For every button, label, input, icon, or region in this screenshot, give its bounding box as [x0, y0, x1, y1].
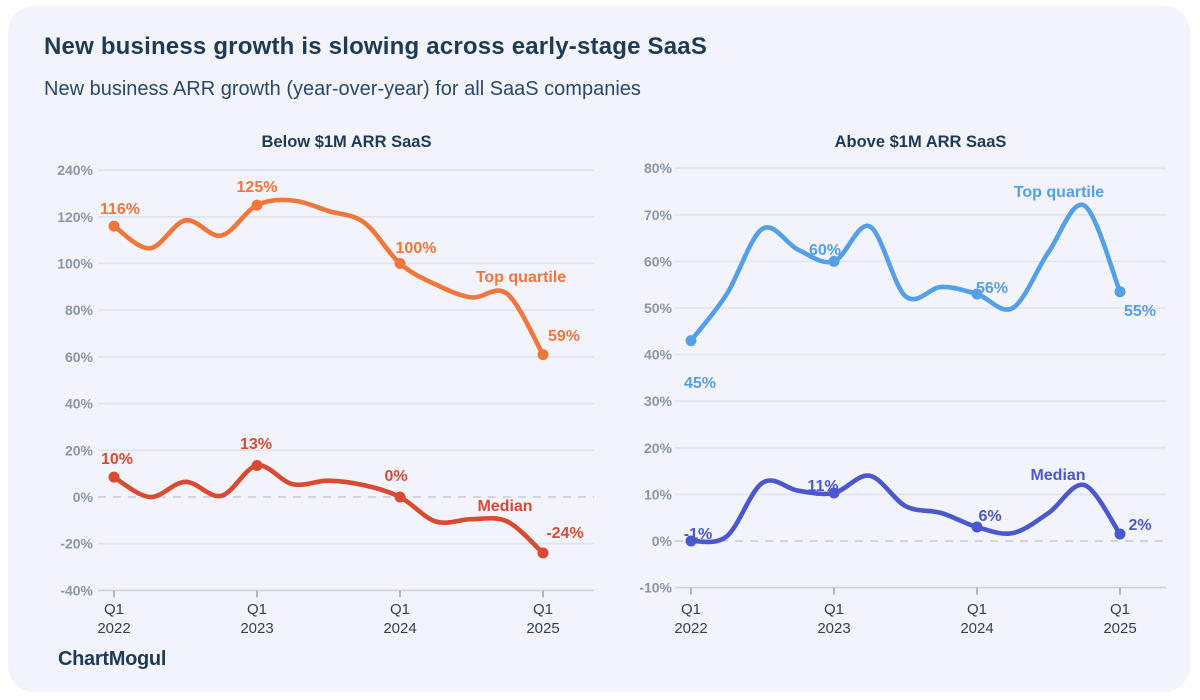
median-dot: [537, 547, 549, 559]
top-quartile-dot: [828, 255, 840, 267]
y-axis-tick-label: 20%: [644, 440, 673, 456]
x-axis-year-label: 2022: [97, 620, 130, 637]
top-quartile-series-label: Top quartile: [476, 269, 566, 286]
y-axis-tick-label: -40%: [60, 582, 93, 598]
data-point-label: 11%: [807, 478, 838, 495]
data-point-label: 60%: [809, 242, 841, 259]
x-axis-year-label: 2023: [240, 620, 273, 637]
data-point-label: 6%: [978, 508, 1001, 525]
top-quartile-dot: [971, 288, 983, 300]
median-dot: [251, 459, 263, 471]
top-quartile-line: [688, 202, 1123, 343]
top-quartile-dot: [394, 258, 406, 269]
data-point-label: 59%: [548, 328, 580, 345]
data-point-label: 116%: [100, 201, 140, 218]
data-point-label: 45%: [684, 375, 716, 392]
data-point-label: 55%: [1124, 303, 1156, 320]
y-axis-tick-label: 50%: [644, 300, 673, 316]
x-axis-quarter-label: Q1: [533, 601, 553, 618]
median-dot: [108, 471, 120, 483]
y-axis-tick-label: 40%: [65, 396, 94, 412]
data-point-label: 10%: [101, 451, 133, 468]
y-axis-tick-label: 0%: [73, 489, 94, 505]
top-quartile-line: [111, 197, 546, 357]
page-title: New business growth is slowing across ea…: [44, 33, 708, 60]
median-dot: [971, 521, 983, 533]
top-quartile-dot: [108, 220, 120, 232]
median-dot: [1114, 528, 1126, 540]
y-axis-tick-label: 0%: [652, 533, 673, 549]
x-axis-year-label: 2022: [674, 620, 707, 637]
median-line: [688, 473, 1123, 545]
data-point-label: -24%: [546, 525, 583, 542]
line-chart-above-1m: 80% 70% 60% 50% 40% 30% 20% 10% 0% -10% Q1 2022 Q1 20…: [639, 160, 1166, 637]
x-axis-year-label: 2023: [817, 620, 850, 637]
top-quartile-series-label: Top quartile: [1014, 184, 1104, 201]
x-axis-year-label: 2024: [383, 620, 416, 637]
y-axis-tick-label: 40%: [644, 347, 673, 363]
x-axis-year-label: 2024: [960, 620, 993, 637]
y-axis-tick-label: 30%: [644, 393, 673, 409]
y-axis-tick-label: 80%: [65, 302, 94, 318]
y-axis-tick-label: 240%: [57, 162, 93, 178]
top-quartile-dot: [1114, 286, 1126, 298]
top-quartile-dot: [537, 349, 549, 361]
x-axis-quarter-label: Q1: [824, 601, 844, 618]
y-axis-tick-label: 60%: [644, 253, 673, 269]
median-series-label: Median: [477, 498, 532, 515]
data-point-label: 13%: [240, 436, 272, 453]
y-axis-tick-label: 10%: [644, 486, 673, 502]
y-axis-tick-label: 80%: [644, 160, 673, 176]
x-axis-year-label: 2025: [526, 620, 559, 637]
y-axis-tick-label: -10%: [639, 580, 672, 596]
x-axis-quarter-label: Q1: [1110, 601, 1130, 618]
data-point-label: 56%: [976, 280, 1008, 297]
y-axis-tick-label: 100%: [57, 256, 93, 272]
top-quartile-dot: [685, 335, 697, 347]
y-axis-tick-label: 120%: [57, 209, 93, 225]
y-axis-tick-label: 20%: [65, 442, 94, 458]
y-axis-tick-label: -20%: [60, 536, 93, 552]
chart-card: New business growth is slowing across ea…: [8, 6, 1190, 692]
median-dot: [828, 487, 840, 499]
x-axis-quarter-label: Q1: [681, 601, 701, 618]
data-point-label: -1%: [684, 526, 712, 543]
y-axis-tick-label: 70%: [644, 207, 673, 223]
data-point-label: 100%: [396, 240, 437, 257]
chartmogul-logo: ChartMogul: [58, 648, 167, 670]
chart-title-below-1m: Below $1M ARR SaaS: [261, 133, 432, 151]
chart-title-above-1m: Above $1M ARR SaaS: [834, 133, 1007, 151]
data-point-label: 125%: [237, 179, 278, 196]
x-axis-quarter-label: Q1: [247, 601, 267, 618]
data-point-label: 0%: [384, 468, 407, 485]
y-axis-tick-label: 60%: [65, 349, 94, 365]
top-quartile-dot: [251, 199, 263, 211]
median-dot: [394, 491, 406, 503]
page-subtitle: New business ARR growth (year-over-year)…: [44, 78, 641, 100]
x-axis-quarter-label: Q1: [104, 601, 124, 618]
line-chart-below-1m: 240% 120% 100% 80% 60% 40% 20% 0% -20% -40% Q1 2022…: [57, 162, 594, 637]
median-line: [111, 463, 546, 556]
median-dot: [685, 535, 697, 547]
x-axis-year-label: 2025: [1103, 620, 1136, 637]
data-point-label: 2%: [1128, 517, 1151, 534]
x-axis-quarter-label: Q1: [967, 601, 987, 618]
x-axis-quarter-label: Q1: [390, 601, 410, 618]
median-series-label: Median: [1030, 467, 1085, 484]
